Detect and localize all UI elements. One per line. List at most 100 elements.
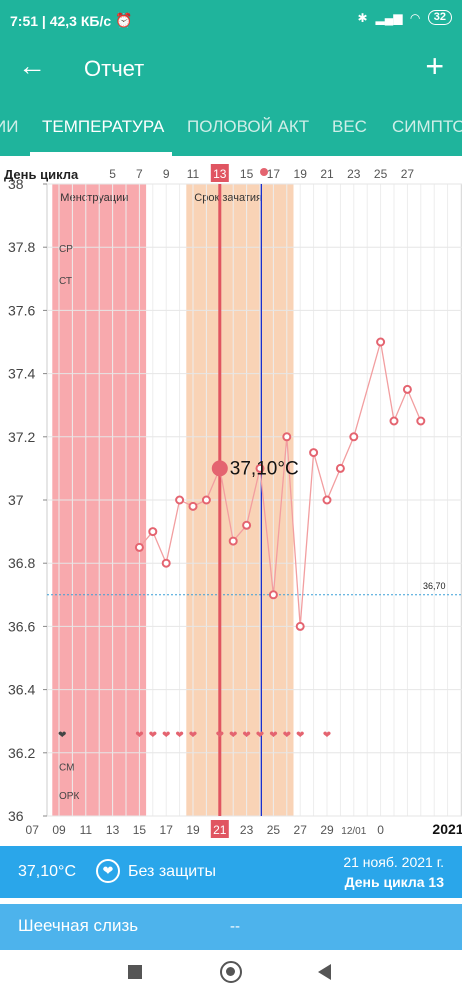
- band-label-0: Менструации: [60, 192, 128, 204]
- temperature-point: [349, 432, 359, 442]
- cycle-day-tick: 7: [136, 167, 143, 181]
- protection-status: Без защиты: [128, 863, 216, 880]
- y-tick-label: 37: [8, 492, 24, 508]
- cycle-day-tick: 19: [294, 167, 308, 181]
- selected-date-box: [210, 820, 229, 838]
- temperature-point: [309, 448, 319, 458]
- chart-svg: Менструации Срок зачатия 36 36.2 36.4 36.6 36.…: [4, 164, 462, 838]
- temperature-point: [268, 590, 278, 600]
- heart-marker: ❤: [296, 730, 304, 741]
- date-tick: 29: [320, 823, 334, 837]
- date-tick: 19: [186, 823, 200, 837]
- tab-indicator: [30, 152, 172, 156]
- selected-day-box: [210, 164, 229, 182]
- date-tick: 13: [106, 823, 120, 837]
- battery-icon: 32: [427, 10, 452, 25]
- temperature-point: [402, 384, 412, 394]
- tab-weight[interactable]: ВЕС: [332, 117, 367, 136]
- mucus-label: Шеечная слизь: [18, 916, 139, 935]
- heart-row-icon: ❤: [58, 730, 66, 741]
- temperature-chart[interactable]: Менструации Срок зачатия 36 36.2 36.4 36.6 36.…: [0, 160, 462, 846]
- date-tick: 23: [240, 823, 254, 837]
- date-tick: 07: [26, 823, 40, 837]
- alarm-icon: ⏰: [115, 12, 133, 28]
- app-bar: ← Отчет +: [0, 38, 462, 100]
- label-cp: СР: [59, 244, 73, 255]
- cycle-day-tick: 9: [163, 167, 170, 181]
- y-tick-label: 36.2: [8, 745, 35, 761]
- back-icon[interactable]: [318, 964, 331, 980]
- heart-marker: ❤: [175, 730, 183, 741]
- temperature-point: [376, 337, 386, 347]
- y-tick-label: 38: [8, 176, 24, 192]
- y-tick-label: 36.4: [8, 682, 35, 698]
- cycle-day-tick: 27: [401, 167, 415, 181]
- status-time: 7:51 | 42,3 КБ/с: [10, 12, 112, 29]
- cycle-day-tick: 13: [213, 167, 227, 181]
- mucus-value: --: [230, 918, 240, 935]
- date-tick: 25: [267, 823, 281, 837]
- cervical-mucus-row[interactable]: Шеечная слизь --: [0, 904, 462, 950]
- tab-temperature[interactable]: ТЕМПЕРАТУРА: [42, 117, 165, 136]
- temperature-point: [188, 501, 198, 511]
- selected-day-bar[interactable]: 37,10°C ❤ Без защиты 21 нояб. 2021 г. Де…: [0, 846, 462, 898]
- selected-point: [211, 460, 228, 477]
- date-tick: 21: [213, 823, 227, 837]
- recents-icon[interactable]: [128, 965, 142, 979]
- cycle-day-tick: 15: [240, 167, 254, 181]
- y-tick-label: 36.8: [8, 555, 35, 571]
- year-label: 2021: [432, 821, 462, 837]
- selected-cycle-day: День цикла 13: [344, 874, 444, 890]
- heart-marker: ❤: [149, 730, 157, 741]
- heart-marker: ❤: [216, 730, 224, 741]
- heart-marker: ❤: [323, 730, 331, 741]
- date-tick: 12/01: [341, 826, 366, 837]
- date-tick: 15: [133, 823, 147, 837]
- temperature-point: [416, 416, 426, 426]
- wifi-icon: ◠: [410, 10, 420, 25]
- temperature-point: [335, 463, 345, 473]
- band-label-1: Срок зачатия: [194, 192, 262, 204]
- date-tick: 0: [377, 823, 384, 837]
- ovulation-dot: [260, 168, 269, 176]
- signal-icon: ▂▄▆: [375, 10, 403, 25]
- bluetooth-icon: ✱: [357, 10, 368, 25]
- heart-marker: ❤: [256, 730, 264, 741]
- heart-marker: ❤: [162, 730, 170, 741]
- y-tick-label: 36: [8, 808, 24, 824]
- temperature-point: [148, 527, 158, 537]
- date-tick: 27: [294, 823, 308, 837]
- temperature-point: [282, 432, 292, 442]
- reference-label: 36,70: [423, 581, 446, 591]
- temperature-point: [255, 463, 265, 473]
- label-ct: СТ: [59, 276, 72, 287]
- heart-marker: ❤: [283, 730, 291, 741]
- date-tick: 17: [160, 823, 174, 837]
- temperature-point: [322, 495, 332, 505]
- label-opk: ОРК: [59, 791, 79, 802]
- add-icon[interactable]: +: [425, 48, 444, 84]
- label-cm: СМ: [59, 762, 74, 773]
- y-tick-label: 37.8: [8, 239, 35, 255]
- heart-marker: ❤: [269, 730, 277, 741]
- back-arrow-icon[interactable]: ←: [18, 50, 46, 81]
- cycle-day-tick: 11: [187, 167, 200, 181]
- home-icon[interactable]: [220, 961, 242, 983]
- date-tick: 11: [80, 823, 93, 837]
- heart-marker: ❤: [229, 730, 237, 741]
- y-tick-label: 37.2: [8, 429, 35, 445]
- selected-value-label: 37,10°C: [230, 458, 299, 479]
- temperature-point: [175, 495, 185, 505]
- cycle-day-tick: 23: [347, 167, 361, 181]
- tab-previous[interactable]: ИИ: [0, 117, 19, 136]
- page-title: Отчет: [84, 56, 145, 81]
- date-tick: 09: [52, 823, 66, 837]
- temperature-point: [295, 621, 305, 631]
- selected-date: 21 нояб. 2021 г.: [343, 854, 444, 870]
- heart-icon: ❤: [96, 859, 120, 883]
- cycle-day-tick: 21: [320, 167, 334, 181]
- tab-sex[interactable]: ПОЛОВОЙ АКТ: [187, 117, 310, 136]
- heart-marker: ❤: [242, 730, 250, 741]
- y-tick-label: 37.4: [8, 366, 35, 382]
